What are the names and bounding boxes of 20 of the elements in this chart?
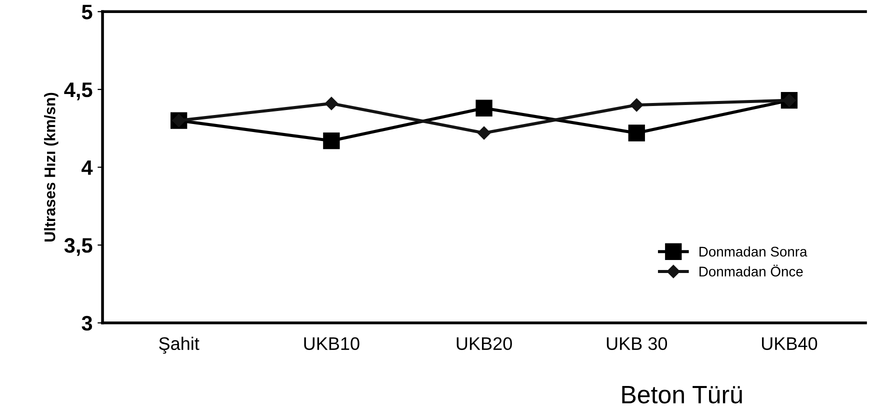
- x-tick-label: Şahit: [159, 336, 200, 354]
- legend-label: Donmadan Önce: [700, 264, 803, 276]
- x-tick-label: UKB20: [456, 337, 512, 350]
- y-tick-label: 4,5: [64, 82, 92, 100]
- x-tick-label: UKB 30: [606, 337, 668, 350]
- legend-label: Donmadan Sonra: [700, 246, 808, 257]
- point: [324, 96, 338, 110]
- y-axis-title: Ultrases Hızı (km/sn): [44, 92, 58, 242]
- point: [477, 126, 491, 140]
- point: [476, 100, 492, 116]
- y-tick-label: 4: [82, 160, 93, 175]
- x-tick-label: UKB40: [762, 337, 818, 350]
- point: [323, 132, 340, 150]
- point: [630, 98, 644, 112]
- point: [628, 124, 645, 142]
- x-axis-title: Beton Türü: [622, 386, 742, 404]
- y-tick-label: 3: [82, 316, 92, 331]
- y-tick-label: 3,5: [64, 238, 92, 256]
- y-tick-label: 5: [82, 4, 92, 20]
- x-tick-label: UKB10: [304, 337, 360, 350]
